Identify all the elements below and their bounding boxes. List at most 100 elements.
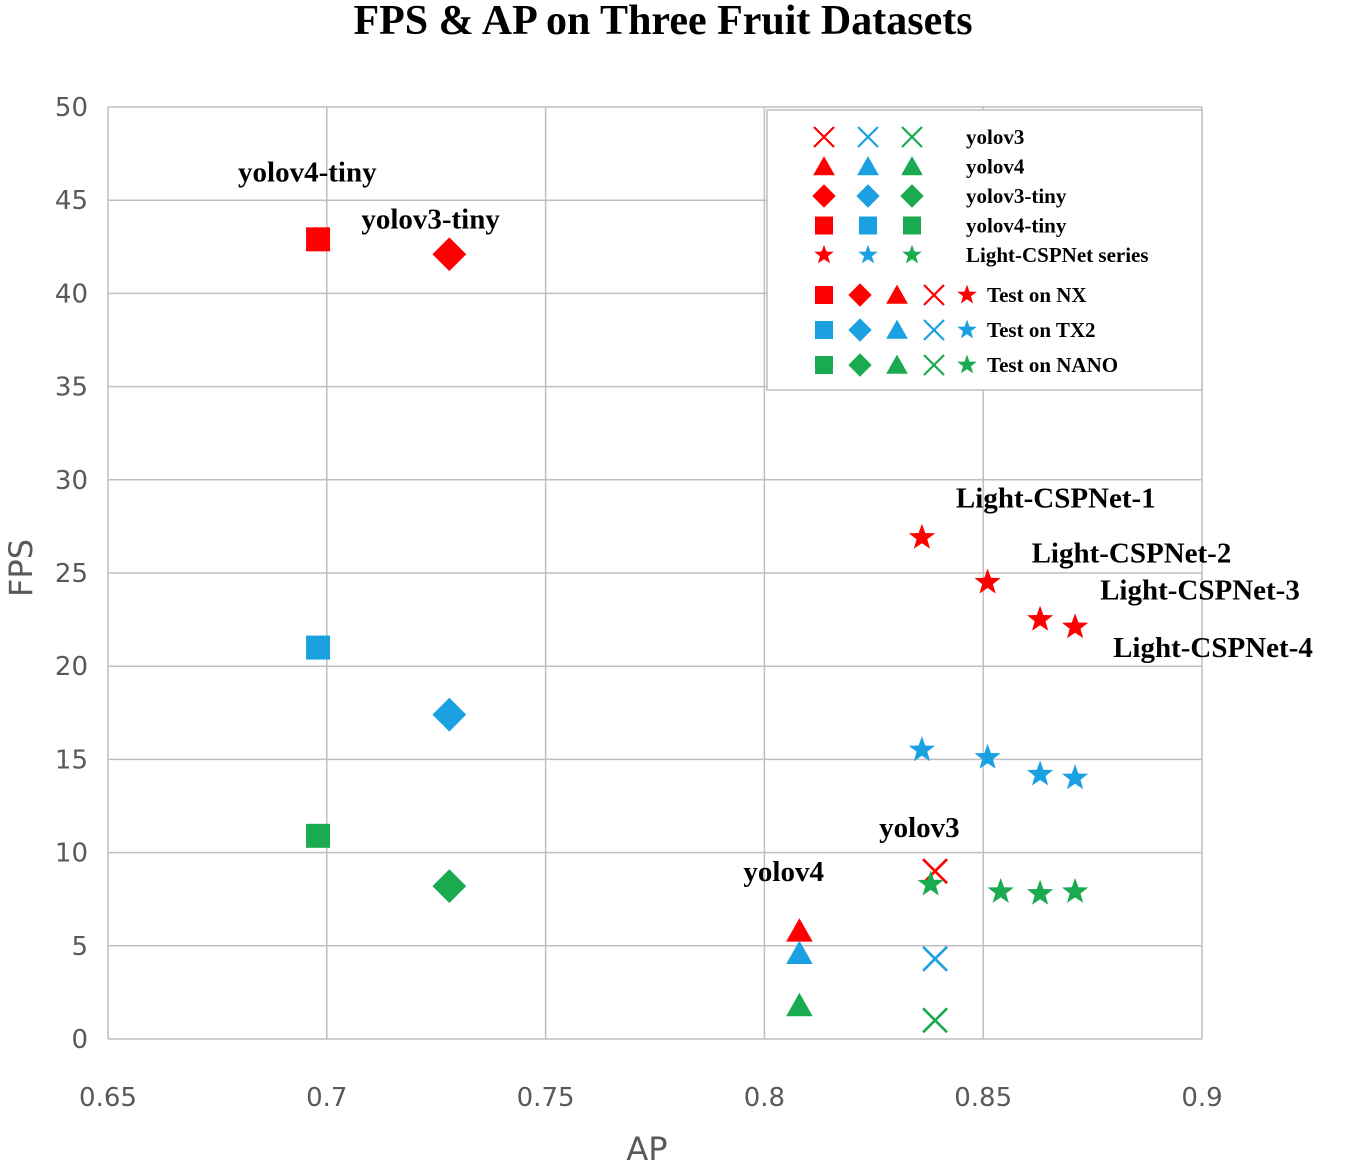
point-yolov3-tx2 [922, 945, 948, 972]
x-stroke [923, 319, 945, 341]
point-yolov4-tx2 [786, 940, 813, 965]
y-tick-label: 0 [71, 1025, 88, 1055]
chart-title: FPS & AP on Three Fruit Datasets [353, 0, 972, 44]
point-yolov4-nx [786, 918, 813, 942]
y-tick-label: 50 [55, 93, 88, 123]
point-yolov4-tiny-nx [306, 227, 331, 252]
data-points [306, 227, 1089, 1034]
legend-marker-square [815, 356, 833, 374]
x-stroke [923, 354, 945, 376]
legend-marker-star [957, 319, 977, 339]
y-tick-label: 30 [55, 466, 88, 496]
legend-device-label: Test on NX [987, 283, 1087, 307]
y-tick-label: 20 [55, 652, 88, 682]
point-light-cspnet-series-tx2 [1027, 760, 1054, 786]
legend-model-label: yolov3-tiny [966, 184, 1067, 208]
legend-model-label: yolov3 [966, 125, 1024, 149]
legend-marker-triangle [886, 319, 908, 339]
x-tick-label: 0.9 [1181, 1083, 1222, 1113]
legend-marker-x [813, 126, 835, 148]
legend-marker-triangle [901, 156, 923, 176]
legend-device-label: Test on TX2 [987, 318, 1096, 342]
x-tick-label: 0.85 [954, 1083, 1012, 1113]
legend-device-label: Test on NANO [987, 353, 1118, 377]
annotations: yolov4-tiny yolov3-tiny Light-CSPNet-1 Ligh… [238, 156, 1313, 888]
legend-marker-diamond [812, 184, 836, 208]
y-tick-label: 45 [55, 186, 88, 216]
point-yolov3-tiny-tx2 [432, 697, 467, 732]
annotation-label: Light-CSPNet-4 [1113, 632, 1313, 664]
legend-marker-star [858, 244, 878, 264]
point-yolov4-tiny-tx2 [306, 635, 331, 660]
x-stroke [922, 1007, 948, 1034]
point-light-cspnet-series-tx2 [1062, 764, 1089, 790]
annotation-label: yolov4-tiny [238, 156, 377, 188]
legend-marker-star [957, 284, 977, 304]
point-light-cspnet-series-nano [987, 877, 1014, 903]
point-light-cspnet-series-nx [908, 523, 936, 549]
point-yolov4-tiny-nano [306, 823, 331, 848]
x-tick-label: 0.7 [306, 1083, 347, 1113]
annotation-label: Light-CSPNet-3 [1100, 575, 1300, 607]
tick-labels: 0.65 0.7 0.75 0.8 0.85 0.9 0 5 10 15 20 25 30 35 40 45 5… [55, 93, 1223, 1113]
legend-marker-square [815, 286, 833, 304]
legend-marker-triangle [886, 284, 908, 304]
point-light-cspnet-series-nx [1062, 613, 1089, 639]
y-tick-label: 10 [55, 839, 88, 869]
annotation-label: yolov4 [743, 856, 824, 888]
y-axis-label: FPS [2, 539, 40, 597]
legend-model-label: yolov4-tiny [966, 214, 1067, 238]
point-yolov3-tiny-nano [432, 869, 467, 904]
y-tick-label: 5 [71, 932, 88, 962]
legend-marker-diamond [900, 184, 924, 208]
legend: yolov3 yolov4 yolov3-tiny yolov4-tiny Light-… [766, 109, 1203, 391]
x-stroke [923, 284, 945, 306]
x-tick-label: 0.65 [79, 1083, 137, 1113]
x-stroke [901, 126, 923, 148]
point-yolov4-nano [786, 992, 813, 1017]
point-light-cspnet-series-nano [1027, 879, 1054, 905]
legend-marker-x [923, 284, 945, 306]
x-tick-label: 0.75 [517, 1083, 575, 1113]
legend-marker-diamond [848, 353, 872, 377]
legend-box [766, 109, 1203, 391]
legend-marker-diamond [856, 184, 880, 208]
point-light-cspnet-series-nano [917, 870, 944, 896]
legend-marker-square [859, 216, 877, 235]
point-light-cspnet-series-nx [974, 568, 1001, 594]
y-tick-label: 15 [55, 745, 88, 775]
point-light-cspnet-series-nx [1027, 605, 1054, 631]
x-stroke [857, 126, 879, 148]
legend-marker-triangle [857, 156, 879, 176]
annotation-label: Light-CSPNet-2 [1032, 537, 1232, 569]
legend-marker-x [923, 354, 945, 376]
y-tick-label: 35 [55, 373, 88, 403]
x-stroke [922, 945, 948, 972]
legend-marker-square [815, 216, 833, 235]
annotation-label: yolov3-tiny [361, 203, 500, 235]
x-axis-label: AP [626, 1130, 667, 1168]
legend-model-label: yolov4 [966, 155, 1025, 179]
y-tick-label: 40 [55, 279, 88, 309]
point-light-cspnet-series-tx2 [908, 736, 936, 762]
legend-marker-triangle [886, 354, 908, 374]
legend-marker-x [901, 126, 923, 148]
legend-marker-star [814, 244, 834, 264]
legend-marker-x [923, 319, 945, 341]
point-yolov3-nx [922, 858, 948, 885]
x-stroke [922, 858, 948, 885]
annotation-label: Light-CSPNet-1 [956, 483, 1156, 515]
x-tick-label: 0.8 [744, 1083, 785, 1113]
legend-marker-triangle [813, 156, 835, 176]
point-light-cspnet-series-nano [1062, 877, 1089, 903]
y-tick-label: 25 [55, 559, 88, 589]
legend-marker-diamond [848, 318, 872, 342]
legend-marker-diamond [848, 283, 872, 307]
legend-marker-x [857, 126, 879, 148]
point-yolov3-tiny-nx [432, 237, 467, 272]
legend-marker-star [957, 354, 977, 374]
legend-model-label: Light-CSPNet series [966, 243, 1149, 267]
point-yolov3-nano [922, 1007, 948, 1034]
annotation-label: yolov3 [879, 812, 960, 844]
